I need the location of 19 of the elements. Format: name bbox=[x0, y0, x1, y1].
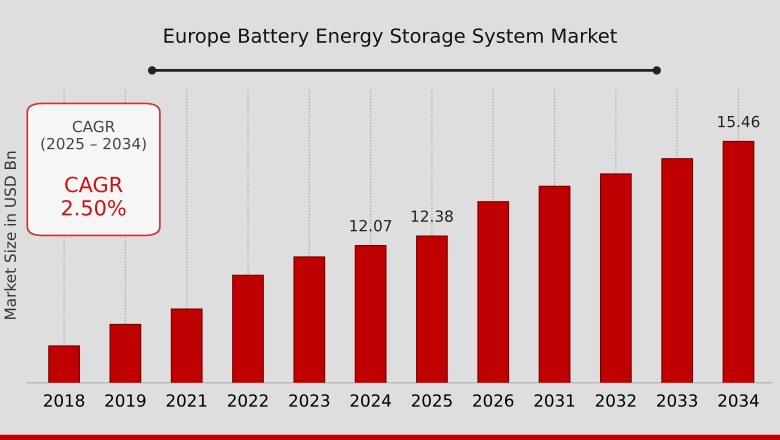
x-tick-label: 2019 bbox=[105, 394, 146, 407]
x-tick-label: 2033 bbox=[657, 394, 698, 407]
x-tick-label: 2032 bbox=[596, 394, 636, 407]
annotation: CAGR (2025 – 2034) bbox=[41, 120, 146, 152]
data-label: 12.38 bbox=[412, 210, 453, 222]
x-tick-label: 2018 bbox=[44, 394, 84, 407]
x-tick-label: 2023 bbox=[289, 394, 330, 407]
data-label: 12.07 bbox=[350, 220, 392, 232]
x-tick-label: 2026 bbox=[473, 394, 514, 407]
x-tick-label: 2021 bbox=[166, 394, 206, 407]
x-tick-label: 2034 bbox=[718, 394, 759, 407]
x-tick-label: 2031 bbox=[534, 394, 574, 407]
x-tick-label: 2022 bbox=[228, 394, 268, 407]
y-axis-title: Market Size in USD Bn bbox=[4, 152, 16, 319]
data-label: 15.46 bbox=[718, 116, 760, 128]
annotation: CAGR 2.50% bbox=[62, 176, 126, 216]
x-tick-label: 2025 bbox=[412, 394, 452, 407]
chart-title: Europe Battery Energy Storage System Market bbox=[164, 28, 617, 47]
x-tick-label: 2024 bbox=[350, 394, 391, 407]
